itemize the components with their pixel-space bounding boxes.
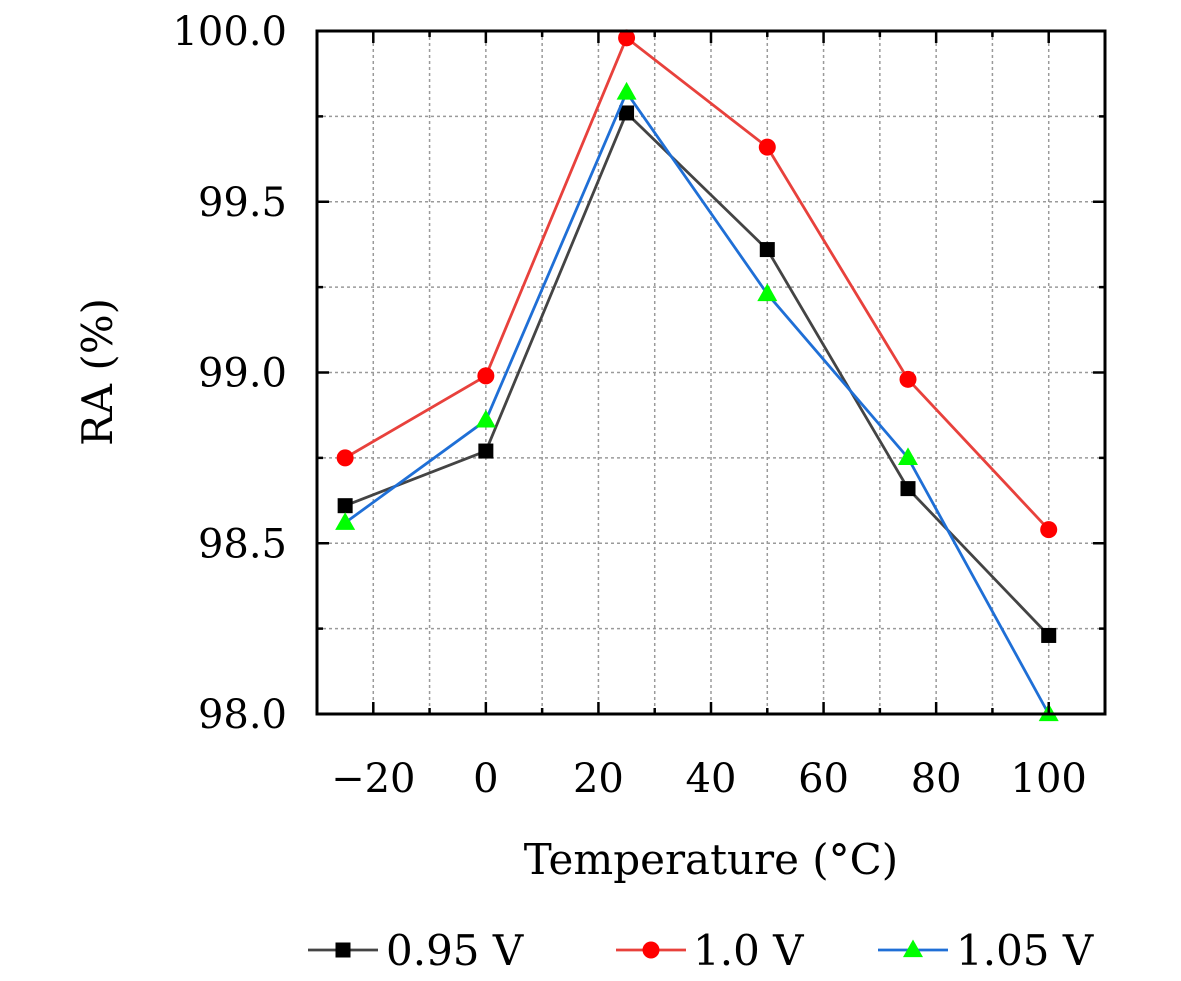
series-1 bbox=[336, 29, 1058, 539]
x-tick-label: 40 bbox=[686, 756, 737, 802]
data-point bbox=[477, 367, 495, 385]
x-tick-label: 60 bbox=[798, 756, 849, 802]
series-line bbox=[344, 91, 1050, 715]
series-layer bbox=[335, 29, 1059, 722]
y-tick-label: 98.5 bbox=[198, 521, 287, 567]
data-point bbox=[337, 498, 353, 514]
series-line bbox=[344, 36, 1050, 531]
data-point bbox=[335, 512, 356, 530]
data-point bbox=[757, 283, 778, 302]
data-point bbox=[336, 449, 354, 467]
data-point bbox=[616, 81, 637, 100]
axis-ticks bbox=[317, 31, 1105, 714]
data-point bbox=[898, 447, 918, 466]
legend-marker bbox=[642, 941, 660, 959]
legend-item: 0.95 V bbox=[308, 926, 524, 975]
legend-item: 1.0 V bbox=[616, 926, 804, 975]
x-tick-label: 0 bbox=[473, 756, 498, 802]
y-tick-labels: 98.0 98.5 99.0 99.5 100.0 bbox=[172, 9, 287, 738]
legend: 0.95 V 1.0 V 1.05 V bbox=[308, 926, 1094, 975]
legend-item: 1.05 V bbox=[878, 926, 1094, 975]
y-tick-label: 98.0 bbox=[198, 692, 287, 738]
y-axis-title: RA (%) bbox=[73, 298, 122, 446]
x-tick-label: 100 bbox=[1011, 756, 1087, 802]
legend-label: 0.95 V bbox=[386, 926, 524, 975]
data-point bbox=[900, 481, 916, 497]
data-point bbox=[619, 105, 635, 121]
data-point bbox=[618, 29, 636, 47]
data-point bbox=[758, 138, 776, 156]
data-point bbox=[899, 370, 917, 388]
x-tick-labels: −20 0 20 40 60 80 100 bbox=[331, 756, 1087, 802]
data-point bbox=[475, 409, 496, 428]
data-point bbox=[1040, 521, 1058, 539]
x-tick-label: 80 bbox=[911, 756, 962, 802]
legend-marker bbox=[335, 942, 351, 958]
data-point bbox=[478, 443, 494, 459]
data-point bbox=[759, 242, 775, 258]
x-tick-label: −20 bbox=[331, 756, 415, 802]
data-point bbox=[1041, 627, 1057, 643]
x-axis-title: Temperature (°C) bbox=[524, 835, 898, 884]
legend-marker bbox=[903, 939, 923, 958]
y-tick-label: 100.0 bbox=[172, 9, 287, 55]
series-line bbox=[344, 111, 1050, 637]
grid-lines bbox=[317, 31, 1105, 714]
y-tick-label: 99.0 bbox=[198, 351, 287, 397]
y-tick-label: 99.5 bbox=[198, 180, 287, 226]
x-tick-label: 20 bbox=[573, 756, 624, 802]
legend-label: 1.05 V bbox=[956, 926, 1094, 975]
legend-label: 1.0 V bbox=[693, 926, 804, 975]
series-0 bbox=[337, 105, 1057, 643]
